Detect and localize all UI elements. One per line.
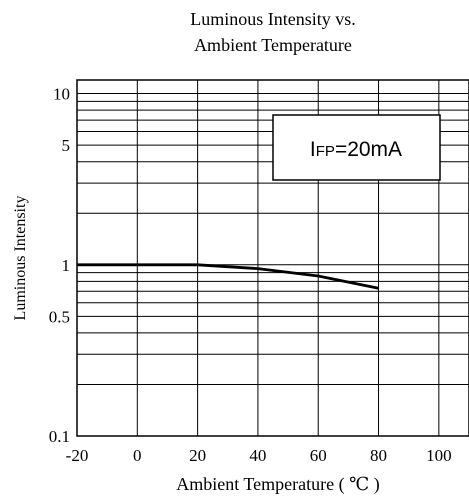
annotation-subscript: FP <box>316 143 335 160</box>
condition-annotation: IFP=20mA <box>272 114 441 181</box>
y-tick-label: 0.5 <box>49 307 70 326</box>
chart-title-line-1: Luminous Intensity vs. <box>190 9 356 29</box>
series-line-luminous-intensity <box>77 263 379 290</box>
y-tick-label: 5 <box>62 136 71 155</box>
x-tick-labels: -20 0 20 40 60 80 100 <box>66 446 452 465</box>
x-tick-label: -20 <box>66 446 89 465</box>
annotation-rest: =20mA <box>335 138 402 161</box>
x-tick-label: 100 <box>426 446 452 465</box>
y-tick-labels: 0.1 0.5 1 5 10 <box>49 85 70 446</box>
y-tick-label: 0.1 <box>49 427 70 446</box>
x-tick-label: 40 <box>249 446 266 465</box>
x-axis-label: Ambient Temperature ( ℃ ) <box>176 474 379 495</box>
annotation-text: IFP=20mA <box>310 138 402 161</box>
annotation-main: I <box>310 138 316 161</box>
x-tick-label: 80 <box>370 446 387 465</box>
x-tick-label: 0 <box>133 446 142 465</box>
y-axis-label: Luminous Intensity <box>12 196 29 321</box>
annotation-box <box>272 114 441 181</box>
y-tick-label: 1 <box>62 256 71 275</box>
chart-title-line-2: Ambient Temperature <box>194 35 352 55</box>
y-tick-label: 10 <box>53 85 70 104</box>
x-tick-label: 20 <box>189 446 206 465</box>
plot-frame <box>76 79 469 437</box>
x-tick-label: 60 <box>310 446 327 465</box>
